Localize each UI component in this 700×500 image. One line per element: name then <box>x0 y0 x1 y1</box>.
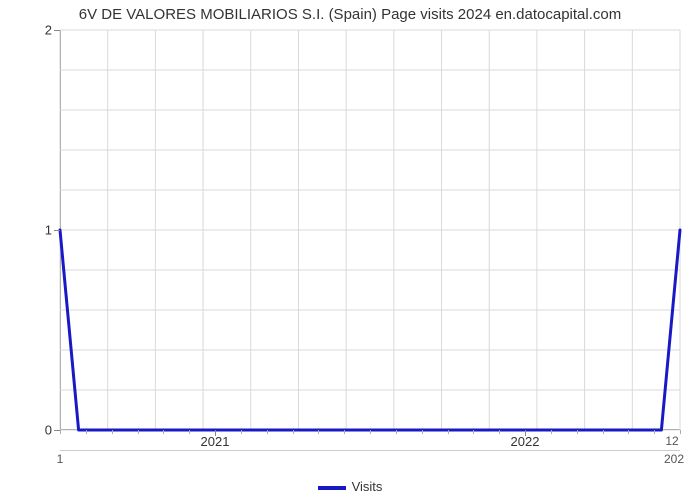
x-tick-minor <box>189 430 190 434</box>
x-tick-minor <box>628 430 629 434</box>
x-tick-minor <box>473 430 474 434</box>
visits-line <box>60 230 680 430</box>
x-axis-secondary-line <box>60 450 680 451</box>
y-tick-mark <box>54 30 60 31</box>
x-tick-minor <box>422 430 423 434</box>
y-tick-label: 1 <box>12 223 52 238</box>
x-tick-minor <box>551 430 552 434</box>
x-tick-minor <box>60 430 61 434</box>
y-tick-label: 2 <box>12 23 52 38</box>
x-tick-minor <box>603 430 604 434</box>
x-tick-minor <box>163 430 164 434</box>
x-tick-minor <box>241 430 242 434</box>
chart-svg <box>0 0 700 500</box>
x-tick-minor <box>680 430 681 434</box>
x-tick-minor <box>448 430 449 434</box>
x-tick-label: 2022 <box>511 434 540 449</box>
legend: Visits <box>0 479 700 494</box>
x-sec-right-label: 12 <box>665 434 678 448</box>
x-sec-end-label: 202 <box>664 452 684 466</box>
x-tick-minor <box>344 430 345 434</box>
x-tick-minor <box>577 430 578 434</box>
x-tick-minor <box>499 430 500 434</box>
y-tick-label: 0 <box>12 423 52 438</box>
y-tick-mark <box>54 230 60 231</box>
legend-label: Visits <box>352 479 383 494</box>
x-tick-minor <box>138 430 139 434</box>
x-tick-minor <box>396 430 397 434</box>
x-sec-left-label: 1 <box>57 452 64 466</box>
x-tick-label: 2021 <box>201 434 230 449</box>
grid-lines <box>60 30 680 430</box>
chart-container: 6V DE VALORES MOBILIARIOS S.I. (Spain) P… <box>0 0 700 500</box>
x-tick-minor <box>370 430 371 434</box>
x-tick-minor <box>318 430 319 434</box>
legend-swatch <box>318 486 346 490</box>
x-tick-minor <box>267 430 268 434</box>
x-tick-minor <box>86 430 87 434</box>
x-tick-minor <box>293 430 294 434</box>
x-tick-minor <box>654 430 655 434</box>
x-tick-minor <box>112 430 113 434</box>
